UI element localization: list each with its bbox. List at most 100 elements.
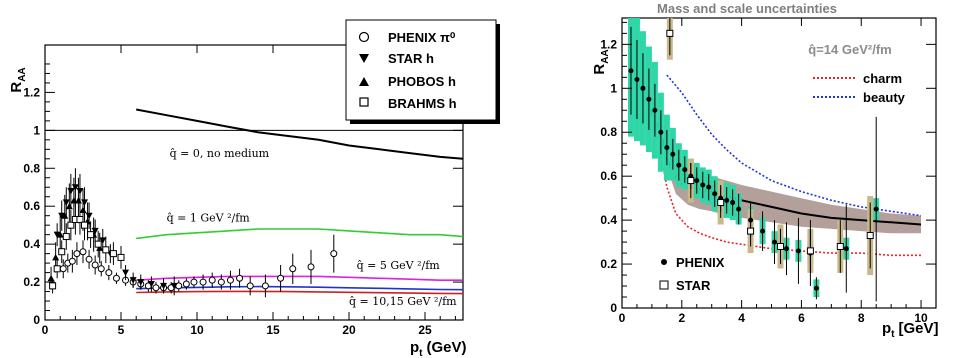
right-ylabel: RAA bbox=[591, 49, 611, 74]
legend-open-square-marker bbox=[359, 97, 369, 107]
left-data-point bbox=[137, 279, 145, 286]
left-data-point bbox=[79, 248, 87, 256]
left-axis-ticks: 0 5 10 15 20 25 0 0.2 0.4 0.6 0.8 1 1.2 bbox=[23, 45, 463, 337]
left-data-point bbox=[99, 237, 107, 244]
right-data-point bbox=[676, 162, 682, 168]
left-data-point bbox=[160, 282, 168, 290]
left-xlabel-main: p bbox=[410, 339, 419, 356]
right-ylabel-sub: AA bbox=[600, 49, 611, 63]
left-xtick-label: 0 bbox=[42, 323, 49, 337]
right-data-point bbox=[836, 242, 844, 250]
left-xtick-label: 5 bbox=[118, 323, 125, 337]
left-data-point bbox=[91, 261, 99, 269]
left-data-point bbox=[102, 246, 110, 254]
left-annotation-label: q̂ = 5 GeV ²/fm bbox=[357, 259, 441, 272]
right-ytick-label: 1.2 bbox=[600, 37, 617, 51]
right-data-point bbox=[843, 246, 849, 252]
left-data-point bbox=[236, 274, 244, 282]
right-ytick-label: 0.2 bbox=[600, 257, 617, 271]
left-annotations: q̂ = 0, no medium q̂ = 1 GeV ²/fm q̂ = 5 G… bbox=[167, 147, 458, 308]
left-data-point bbox=[87, 231, 95, 239]
right-ytick-label: 1 bbox=[610, 81, 617, 95]
right-data-point bbox=[724, 197, 730, 203]
legend-down-triangle-marker bbox=[359, 54, 369, 63]
left-data-point bbox=[199, 278, 207, 286]
legend-open-square-marker-right bbox=[659, 280, 669, 290]
left-data-point bbox=[105, 269, 113, 277]
left-xtick-label: 20 bbox=[342, 323, 356, 337]
legend-label-phobos-h: PHOBOS h bbox=[388, 74, 456, 89]
left-data-point bbox=[147, 280, 155, 288]
right-data-points bbox=[627, 18, 880, 302]
right-data-point bbox=[776, 242, 784, 250]
left-data-point bbox=[61, 212, 69, 219]
left-ylabel: RAA bbox=[8, 67, 28, 92]
right-data-point bbox=[717, 199, 725, 207]
right-data-point bbox=[664, 145, 670, 151]
right-data-point bbox=[687, 177, 695, 185]
right-data-point bbox=[783, 246, 789, 252]
left-ytick-label: 1 bbox=[33, 123, 40, 137]
right-chart-title: Mass and scale uncertainties bbox=[657, 1, 837, 16]
left-legend: PHENIX π⁰ STAR h PHOBOS h BRAHMS h bbox=[345, 19, 500, 124]
right-qhat-label: q̂=14 GeV²/fm bbox=[808, 42, 891, 57]
left-data-point bbox=[112, 274, 120, 282]
left-data-point bbox=[52, 253, 60, 261]
left-data-point bbox=[129, 277, 137, 284]
legend-label-charm: charm bbox=[863, 71, 902, 86]
left-data-point bbox=[53, 265, 61, 273]
left-theory-curves bbox=[45, 108, 463, 295]
right-data-point bbox=[640, 85, 646, 91]
right-ytick-label: 0 bbox=[610, 301, 617, 315]
right-data-point bbox=[772, 239, 778, 245]
right-theory-curve-beauty bbox=[666, 74, 922, 217]
left-data-point bbox=[85, 255, 93, 263]
left-ytick-label: 0 bbox=[33, 313, 40, 327]
left-data-point bbox=[97, 265, 105, 273]
right-data-point bbox=[694, 178, 700, 184]
left-data-point bbox=[59, 265, 67, 273]
right-data-point bbox=[813, 285, 819, 291]
right-xtick-label: 6 bbox=[798, 311, 805, 325]
legend-open-circle-marker bbox=[358, 31, 370, 43]
right-ytick-label: 0.4 bbox=[600, 213, 617, 227]
left-ylabel-main: R bbox=[8, 82, 25, 93]
left-data-point bbox=[277, 274, 285, 282]
left-data-point bbox=[117, 253, 125, 261]
left-ytick-label: 0.4 bbox=[23, 237, 40, 251]
left-ylabel-sub: AA bbox=[17, 67, 28, 81]
right-data-point bbox=[670, 151, 676, 157]
left-data-point bbox=[56, 231, 64, 238]
left-data-point bbox=[261, 282, 269, 290]
legend-label-beauty: beauty bbox=[863, 90, 906, 105]
left-data-point bbox=[289, 265, 297, 273]
left-theory-curve bbox=[136, 285, 463, 291]
legend-label-phenix: PHENIX bbox=[676, 255, 725, 270]
left-xlabel-unit: (GeV) bbox=[427, 339, 467, 356]
left-data-point bbox=[217, 278, 225, 286]
right-data-point bbox=[866, 232, 874, 239]
right-xtick-label: 8 bbox=[858, 311, 865, 325]
right-ylabel-main: R bbox=[591, 64, 608, 75]
left-xtick-label: 25 bbox=[418, 323, 432, 337]
right-chart: Mass and scale uncertainties 0 2 4 6 8 10 0 0.2… bbox=[591, 1, 939, 340]
right-ytick-label: 0.8 bbox=[600, 125, 617, 139]
left-theory-curve bbox=[136, 275, 463, 281]
left-data-point bbox=[73, 250, 81, 258]
left-annotation-label: q̂ = 1 GeV ²/fm bbox=[167, 211, 251, 224]
left-annotation-label: q̂ = 0, no medium bbox=[170, 147, 270, 160]
left-data-point bbox=[122, 269, 130, 277]
left-data-point bbox=[152, 284, 160, 292]
right-theory-curve-charm bbox=[657, 136, 921, 257]
right-ytick-label: 0.6 bbox=[600, 169, 617, 183]
left-theory-curve bbox=[136, 228, 463, 240]
left-data-point bbox=[62, 233, 70, 241]
right-data-point bbox=[658, 129, 664, 135]
left-data-point bbox=[246, 282, 254, 290]
left-data-point bbox=[58, 248, 66, 256]
right-data-point bbox=[652, 107, 658, 113]
left-data-point bbox=[182, 280, 190, 288]
right-curve-legend: charm beauty bbox=[813, 71, 906, 105]
